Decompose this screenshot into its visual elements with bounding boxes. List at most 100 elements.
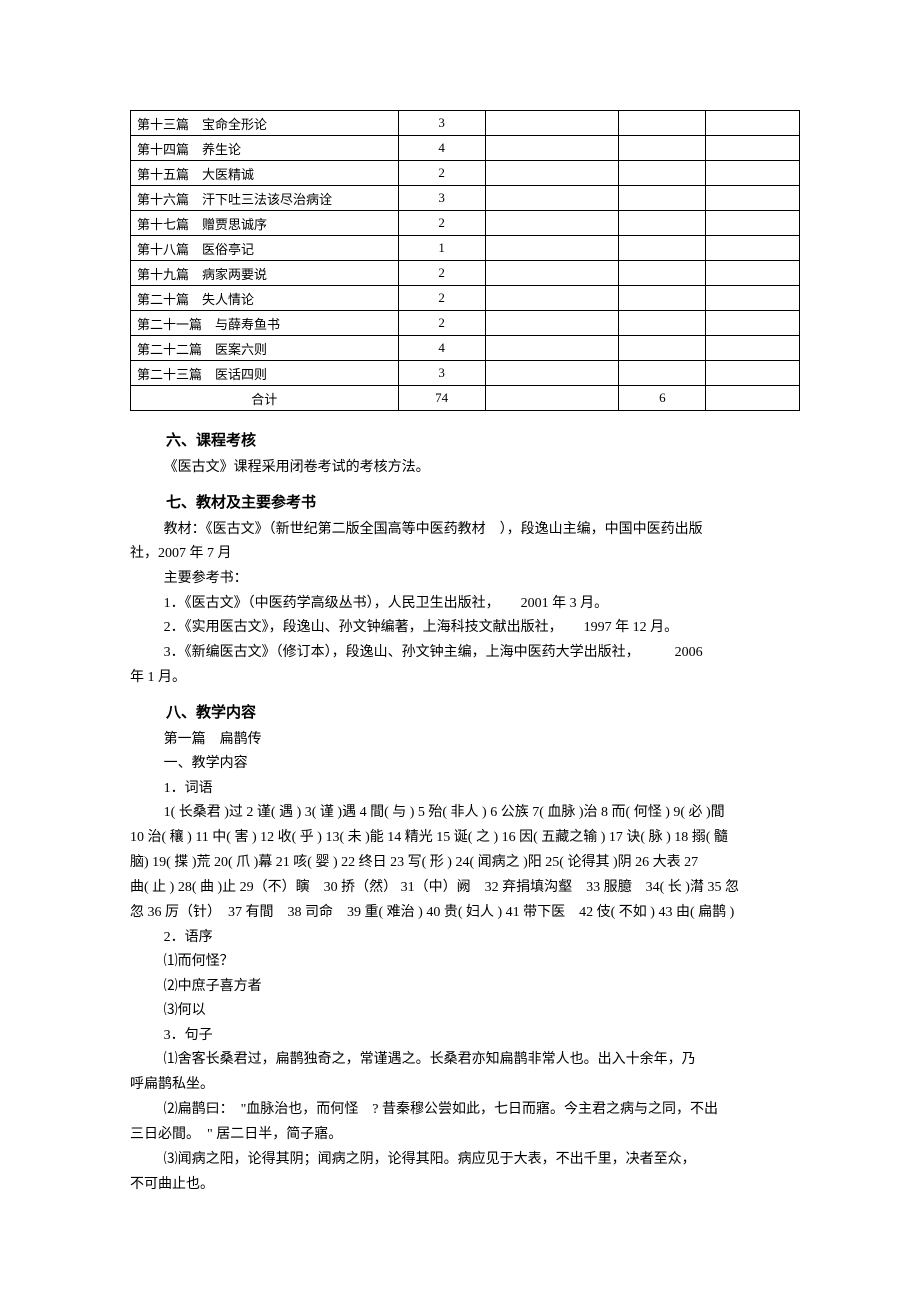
vocab-c: 脑) 19( 揲 )荒 20( 爪 )幕 21 咳( 婴 ) 22 终日 23 … xyxy=(130,851,800,876)
table-row: 第十八篇 医俗亭记1 xyxy=(131,236,800,261)
table-cell xyxy=(485,286,619,311)
table-cell: 6 xyxy=(619,386,706,411)
table-cell xyxy=(485,311,619,336)
references-label: 主要参考书： xyxy=(130,567,800,592)
table-cell: 第十七篇 赠贾思诚序 xyxy=(131,211,399,236)
table-cell xyxy=(485,261,619,286)
order-1: ⑴而何怪？ xyxy=(130,950,800,975)
table-cell xyxy=(706,386,800,411)
sentence-2b: 三日必間。 " 居二日半，简子寤。 xyxy=(130,1123,800,1148)
reference-3a: 3．《新编医古文》（修订本），段逸山、孙文钟主编，上海中医药大学出版社， 200… xyxy=(130,641,800,666)
table-row: 第十四篇 养生论4 xyxy=(131,136,800,161)
textbook-line-a: 教材：《医古文》（新世纪第二版全国高等中医药教材 ），段逸山主编，中国中医药出版 xyxy=(130,518,800,543)
table-cell xyxy=(485,361,619,386)
vocab-a: 1( 长桑君 )过 2 谨( 遇 ) 3( 谨 )遇 4 間( 与 ) 5 殆(… xyxy=(130,801,800,826)
table-cell: 3 xyxy=(398,186,485,211)
table-row: 第十七篇 赠贾思诚序2 xyxy=(131,211,800,236)
table-cell: 合计 xyxy=(131,386,399,411)
table-cell xyxy=(619,286,706,311)
table-cell xyxy=(706,111,800,136)
reference-2: 2．《实用医古文》，段逸山、孙文钟编著，上海科技文献出版社， 1997 年 12… xyxy=(130,616,800,641)
table-cell: 4 xyxy=(398,336,485,361)
table-cell: 2 xyxy=(398,311,485,336)
table-cell: 第十三篇 宝命全形论 xyxy=(131,111,399,136)
table-row: 第十三篇 宝命全形论3 xyxy=(131,111,800,136)
table-cell xyxy=(485,186,619,211)
table-cell xyxy=(619,136,706,161)
vocab-e: 忽 36 厉（针） 37 有間 38 司命 39 重( 难治 ) 40 贵( 妇… xyxy=(130,901,800,926)
sentence-label: 3．句子 xyxy=(130,1024,800,1049)
table-cell: 第十四篇 养生论 xyxy=(131,136,399,161)
table-cell: 第十八篇 医俗亭记 xyxy=(131,236,399,261)
table-cell: 2 xyxy=(398,161,485,186)
table-cell xyxy=(706,261,800,286)
section-6-heading: 六、课程考核 xyxy=(166,429,800,450)
section-8-heading: 八、教学内容 xyxy=(166,701,800,722)
table-cell xyxy=(706,311,800,336)
section-6-text: 《医古文》课程采用闭卷考试的考核方法。 xyxy=(130,456,800,481)
sentence-2a: ⑵扁鹊曰： "血脉治也，而何怪 ? 昔秦穆公尝如此，七日而寤。今主君之病与之同，… xyxy=(130,1098,800,1123)
sentence-3a: ⑶闻病之阳，论得其阴；闻病之阴，论得其阳。病应见于大表，不出千里，决者至众， xyxy=(130,1148,800,1173)
table-cell xyxy=(706,186,800,211)
textbook-line-b: 社，2007 年 7 月 xyxy=(130,542,800,567)
table-total-row: 合计74 6 xyxy=(131,386,800,411)
table-cell xyxy=(485,211,619,236)
table-cell xyxy=(706,211,800,236)
table-cell xyxy=(706,336,800,361)
table-cell xyxy=(619,311,706,336)
table-cell xyxy=(706,161,800,186)
table-cell xyxy=(619,111,706,136)
table-cell: 3 xyxy=(398,111,485,136)
table-cell: 4 xyxy=(398,136,485,161)
table-cell: 第十五篇 大医精诚 xyxy=(131,161,399,186)
reference-3b: 年 1 月。 xyxy=(130,666,800,691)
table-cell: 第二十二篇 医案六则 xyxy=(131,336,399,361)
table-cell xyxy=(619,161,706,186)
table-cell: 第二十篇 失人情论 xyxy=(131,286,399,311)
table-row: 第二十二篇 医案六则4 xyxy=(131,336,800,361)
table-cell xyxy=(706,361,800,386)
table-row: 第十六篇 汗下吐三法该尽治病诠3 xyxy=(131,186,800,211)
table-cell: 3 xyxy=(398,361,485,386)
table-cell: 2 xyxy=(398,261,485,286)
sentence-3b: 不可曲止也。 xyxy=(130,1173,800,1198)
table-cell xyxy=(485,161,619,186)
table-row: 第二十三篇 医话四则3 xyxy=(131,361,800,386)
table-cell xyxy=(619,336,706,361)
table-row: 第二十一篇 与薛寿鱼书2 xyxy=(131,311,800,336)
hours-table: 第十三篇 宝命全形论3第十四篇 养生论4第十五篇 大医精诚2第十六篇 汗下吐三法… xyxy=(130,110,800,411)
vocab-label: 1．词语 xyxy=(130,777,800,802)
table-cell: 74 xyxy=(398,386,485,411)
table-cell xyxy=(619,236,706,261)
table-cell: 第十六篇 汗下吐三法该尽治病诠 xyxy=(131,186,399,211)
table-cell xyxy=(485,386,619,411)
section-7-heading: 七、教材及主要参考书 xyxy=(166,491,800,512)
table-cell xyxy=(706,236,800,261)
table-cell: 2 xyxy=(398,211,485,236)
sentence-1b: 呼扁鹊私坐。 xyxy=(130,1073,800,1098)
order-2: ⑵中庶子喜方者 xyxy=(130,975,800,1000)
vocab-d: 曲( 止 ) 28( 曲 )止 29（不）瞚 30 挢（然） 31（中）阙 32… xyxy=(130,876,800,901)
table-cell: 第二十一篇 与薛寿鱼书 xyxy=(131,311,399,336)
table-cell xyxy=(619,211,706,236)
chapter-title: 第一篇 扁鹊传 xyxy=(130,728,800,753)
table-cell xyxy=(706,136,800,161)
table-cell: 第十九篇 病家两要说 xyxy=(131,261,399,286)
table-cell xyxy=(619,186,706,211)
reference-1: 1．《医古文》（中医药学高级丛书），人民卫生出版社， 2001 年 3 月。 xyxy=(130,592,800,617)
table-cell: 2 xyxy=(398,286,485,311)
teaching-content-label: 一、教学内容 xyxy=(130,752,800,777)
vocab-b: 10 治( 穰 ) 11 中( 害 ) 12 收( 乎 ) 13( 未 )能 1… xyxy=(130,826,800,851)
table-cell xyxy=(485,111,619,136)
table-row: 第二十篇 失人情论2 xyxy=(131,286,800,311)
table-cell xyxy=(619,361,706,386)
sentence-1a: ⑴舍客长桑君过，扁鹊独奇之，常谨遇之。长桑君亦知扁鹊非常人也。出入十余年，乃 xyxy=(130,1048,800,1073)
table-cell xyxy=(485,136,619,161)
order-label: 2．语序 xyxy=(130,926,800,951)
table-cell xyxy=(485,236,619,261)
table-cell xyxy=(619,261,706,286)
table-cell: 1 xyxy=(398,236,485,261)
document-page: 第十三篇 宝命全形论3第十四篇 养生论4第十五篇 大医精诚2第十六篇 汗下吐三法… xyxy=(0,0,920,1258)
table-row: 第十九篇 病家两要说2 xyxy=(131,261,800,286)
table-row: 第十五篇 大医精诚2 xyxy=(131,161,800,186)
